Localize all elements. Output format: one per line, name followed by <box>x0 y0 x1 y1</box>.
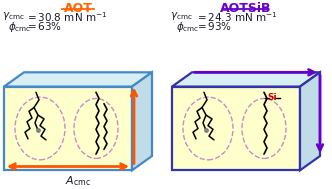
Polygon shape <box>132 72 152 170</box>
Text: Si: Si <box>267 93 277 102</box>
Text: $= 63\%$: $= 63\%$ <box>25 20 62 32</box>
Text: $A_{\rm cmc}$: $A_{\rm cmc}$ <box>65 174 91 188</box>
Text: AOT: AOT <box>63 2 92 15</box>
Text: $= 24.3\ \rm mN\ m^{-1}$: $= 24.3\ \rm mN\ m^{-1}$ <box>195 10 278 24</box>
Polygon shape <box>4 87 132 170</box>
Text: $\gamma_{\rm cmc}$: $\gamma_{\rm cmc}$ <box>2 10 25 22</box>
Polygon shape <box>172 72 320 87</box>
Text: $\phi_{\rm cmc}$: $\phi_{\rm cmc}$ <box>8 20 32 34</box>
Text: $= 93\%$: $= 93\%$ <box>195 20 232 32</box>
Polygon shape <box>4 72 152 87</box>
Text: $\phi_{\rm cmc}$: $\phi_{\rm cmc}$ <box>176 20 200 34</box>
Polygon shape <box>300 72 320 170</box>
Text: $\gamma_{\rm cmc}$: $\gamma_{\rm cmc}$ <box>170 10 193 22</box>
Polygon shape <box>172 87 300 170</box>
Text: $= 30.8\ \rm mN\ m^{-1}$: $= 30.8\ \rm mN\ m^{-1}$ <box>25 10 108 24</box>
Text: AOTSiB: AOTSiB <box>220 2 272 15</box>
